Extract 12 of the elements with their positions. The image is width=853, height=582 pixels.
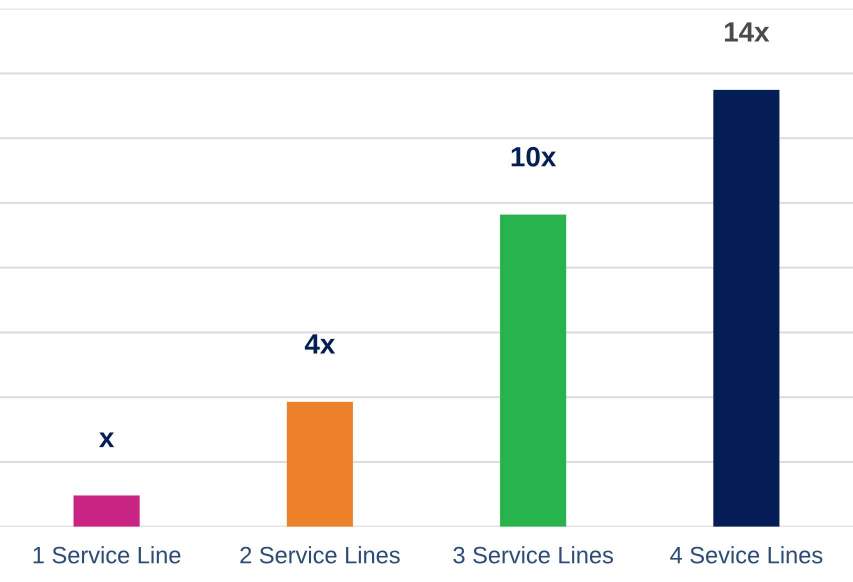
- x-tick-label: 4 Sevice Lines: [670, 546, 822, 564]
- bar: [500, 214, 566, 527]
- bar: [713, 90, 780, 527]
- x-tick-label: 3 Service Lines: [453, 546, 613, 564]
- data-label: 14x: [724, 22, 770, 42]
- bar: [286, 402, 353, 527]
- bar: [74, 496, 140, 527]
- data-label: 4x: [304, 334, 336, 354]
- x-tick-label: 2 Service Lines: [240, 546, 400, 564]
- data-label: x: [99, 432, 114, 448]
- data-label: 10x: [512, 146, 556, 167]
- x-tick-label: 1 Service Line: [34, 546, 180, 564]
